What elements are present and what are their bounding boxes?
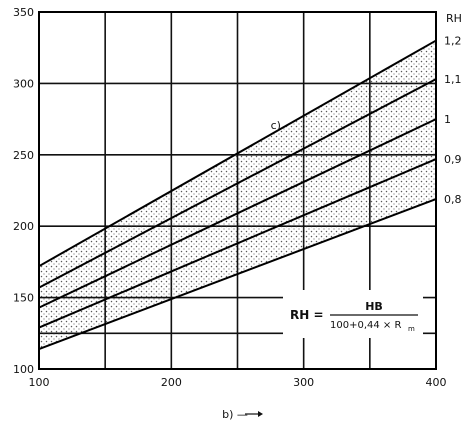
series-lines [38, 39, 437, 350]
series-labels: RH 1,2 1,1 1 0,9 0,8 [444, 12, 462, 206]
formula-lhs: RH = [290, 308, 324, 322]
shaded-band [39, 40, 436, 350]
series-label: 1,1 [444, 73, 462, 86]
x-tick-label: 100 [29, 376, 50, 389]
y-tick-label: 200 [13, 220, 34, 233]
y-tick-label: 350 [13, 6, 34, 19]
series-line [38, 198, 437, 350]
series-label: 0,9 [444, 153, 462, 166]
x-tick-label: 400 [426, 376, 447, 389]
formula-denominator: 100+0,44 × R [330, 320, 401, 331]
series-label: 1 [444, 113, 451, 126]
x-axis-arrowhead [258, 411, 263, 417]
formula-background [283, 290, 423, 338]
annotations: c) RH = HB 100+0,44 × R m [271, 119, 423, 338]
series-line [38, 39, 437, 268]
tick-labels: 100 150 200 250 300 350 100 200 300 400 b) — [13, 6, 447, 421]
y-tick-label: 100 [13, 363, 34, 376]
series-label: 0,8 [444, 193, 462, 206]
y-tick-label: 250 [13, 149, 34, 162]
x-axis-label: b) — [222, 408, 248, 421]
dotted-band [39, 40, 436, 350]
plot-frame [38, 11, 437, 370]
series-line [38, 78, 437, 289]
x-tick-label: 200 [161, 376, 182, 389]
formula-numerator: HB [365, 300, 383, 313]
y-tick-label: 150 [13, 292, 34, 305]
legend-title: RH [446, 12, 462, 25]
formula-subscript: m [408, 325, 415, 333]
y-tick-label: 300 [13, 77, 34, 90]
plot-border [38, 11, 437, 370]
series-line [38, 158, 437, 329]
x-tick-label: 300 [293, 376, 314, 389]
series-label: 1,2 [444, 35, 462, 48]
annotation-c: c) [271, 119, 281, 132]
series-line [38, 118, 437, 309]
